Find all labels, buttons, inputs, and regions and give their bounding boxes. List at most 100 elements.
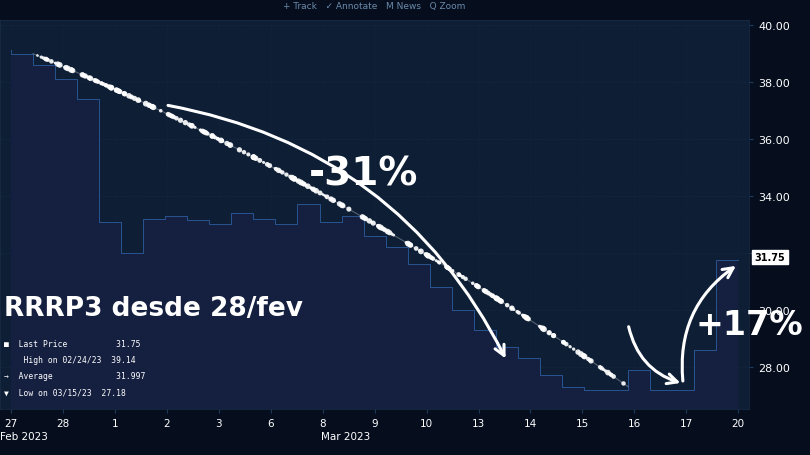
Point bbox=[89, 78, 102, 85]
Point bbox=[574, 351, 587, 358]
Point bbox=[443, 266, 456, 273]
Point bbox=[489, 294, 502, 302]
Point bbox=[508, 306, 521, 313]
Text: Feb 2023: Feb 2023 bbox=[0, 431, 48, 441]
Point bbox=[249, 155, 262, 162]
Point bbox=[454, 273, 467, 280]
Point bbox=[564, 343, 577, 350]
Point bbox=[404, 242, 417, 249]
Point bbox=[325, 196, 338, 203]
Point bbox=[577, 352, 590, 359]
Point bbox=[83, 75, 96, 82]
Text: →  Average             31.997: → Average 31.997 bbox=[4, 372, 145, 380]
Point bbox=[53, 62, 66, 70]
Point bbox=[301, 183, 314, 191]
Point bbox=[164, 112, 177, 120]
Point bbox=[45, 59, 58, 66]
Text: High on 02/24/23  39.14: High on 02/24/23 39.14 bbox=[4, 355, 135, 364]
Point bbox=[480, 288, 492, 296]
Point bbox=[420, 252, 433, 259]
Point bbox=[471, 283, 484, 290]
Point bbox=[387, 232, 400, 239]
Point bbox=[402, 240, 415, 248]
Point bbox=[143, 102, 156, 110]
Point bbox=[433, 259, 446, 267]
Point bbox=[482, 290, 495, 297]
Point bbox=[100, 83, 113, 90]
Point bbox=[80, 74, 93, 81]
Point bbox=[291, 177, 304, 184]
Text: Mar 2023: Mar 2023 bbox=[321, 431, 370, 441]
Point bbox=[183, 121, 196, 129]
Point bbox=[367, 220, 380, 228]
Point bbox=[424, 254, 437, 261]
Point bbox=[309, 187, 322, 194]
Point bbox=[493, 297, 506, 304]
Point bbox=[233, 147, 246, 154]
Point bbox=[164, 112, 177, 119]
Point bbox=[548, 332, 561, 339]
Point bbox=[343, 206, 356, 213]
Point bbox=[380, 228, 393, 235]
Point bbox=[161, 111, 174, 119]
Point bbox=[318, 192, 330, 199]
Point bbox=[383, 230, 396, 237]
Point bbox=[287, 175, 300, 182]
Point bbox=[104, 85, 117, 92]
Point bbox=[285, 175, 298, 182]
Point bbox=[430, 258, 443, 265]
Point bbox=[92, 79, 104, 86]
Point bbox=[110, 87, 123, 95]
Point bbox=[556, 339, 569, 346]
Point bbox=[572, 349, 585, 356]
Point bbox=[194, 127, 207, 134]
Point bbox=[146, 104, 159, 111]
Point bbox=[92, 79, 104, 86]
Text: ■  Last Price          31.75: ■ Last Price 31.75 bbox=[4, 339, 140, 348]
Point bbox=[471, 283, 484, 290]
Point bbox=[513, 309, 526, 317]
Point bbox=[196, 128, 209, 136]
Point bbox=[207, 134, 220, 141]
Point bbox=[520, 314, 533, 322]
Point bbox=[422, 253, 435, 260]
Point bbox=[77, 72, 90, 80]
Point bbox=[386, 231, 399, 238]
Point bbox=[535, 324, 548, 331]
Point bbox=[194, 127, 207, 134]
Point bbox=[274, 168, 287, 176]
Point bbox=[607, 373, 620, 380]
Point bbox=[40, 56, 53, 64]
Point bbox=[486, 293, 499, 300]
Point bbox=[117, 91, 130, 98]
Point bbox=[325, 196, 338, 203]
Point bbox=[58, 64, 71, 71]
Point bbox=[422, 253, 435, 260]
Point bbox=[79, 73, 92, 81]
Point bbox=[139, 101, 152, 108]
Point bbox=[505, 305, 518, 312]
Point bbox=[198, 129, 211, 136]
Point bbox=[467, 280, 480, 287]
Point bbox=[117, 91, 130, 98]
Point bbox=[132, 97, 145, 105]
Point bbox=[268, 165, 281, 172]
Point bbox=[305, 185, 318, 192]
Point bbox=[215, 137, 228, 145]
Point bbox=[247, 154, 260, 162]
Point bbox=[206, 133, 219, 141]
Point bbox=[174, 117, 187, 125]
Point bbox=[484, 291, 497, 298]
Point bbox=[453, 272, 466, 279]
Point bbox=[242, 152, 255, 159]
Point bbox=[403, 241, 416, 248]
Point bbox=[326, 197, 339, 204]
Point bbox=[459, 276, 472, 283]
Text: -31%: -31% bbox=[309, 155, 418, 193]
Point bbox=[585, 358, 598, 365]
Point bbox=[505, 305, 518, 312]
Point bbox=[65, 67, 78, 74]
Point bbox=[206, 133, 219, 140]
Point bbox=[313, 190, 326, 197]
Point bbox=[603, 369, 616, 377]
